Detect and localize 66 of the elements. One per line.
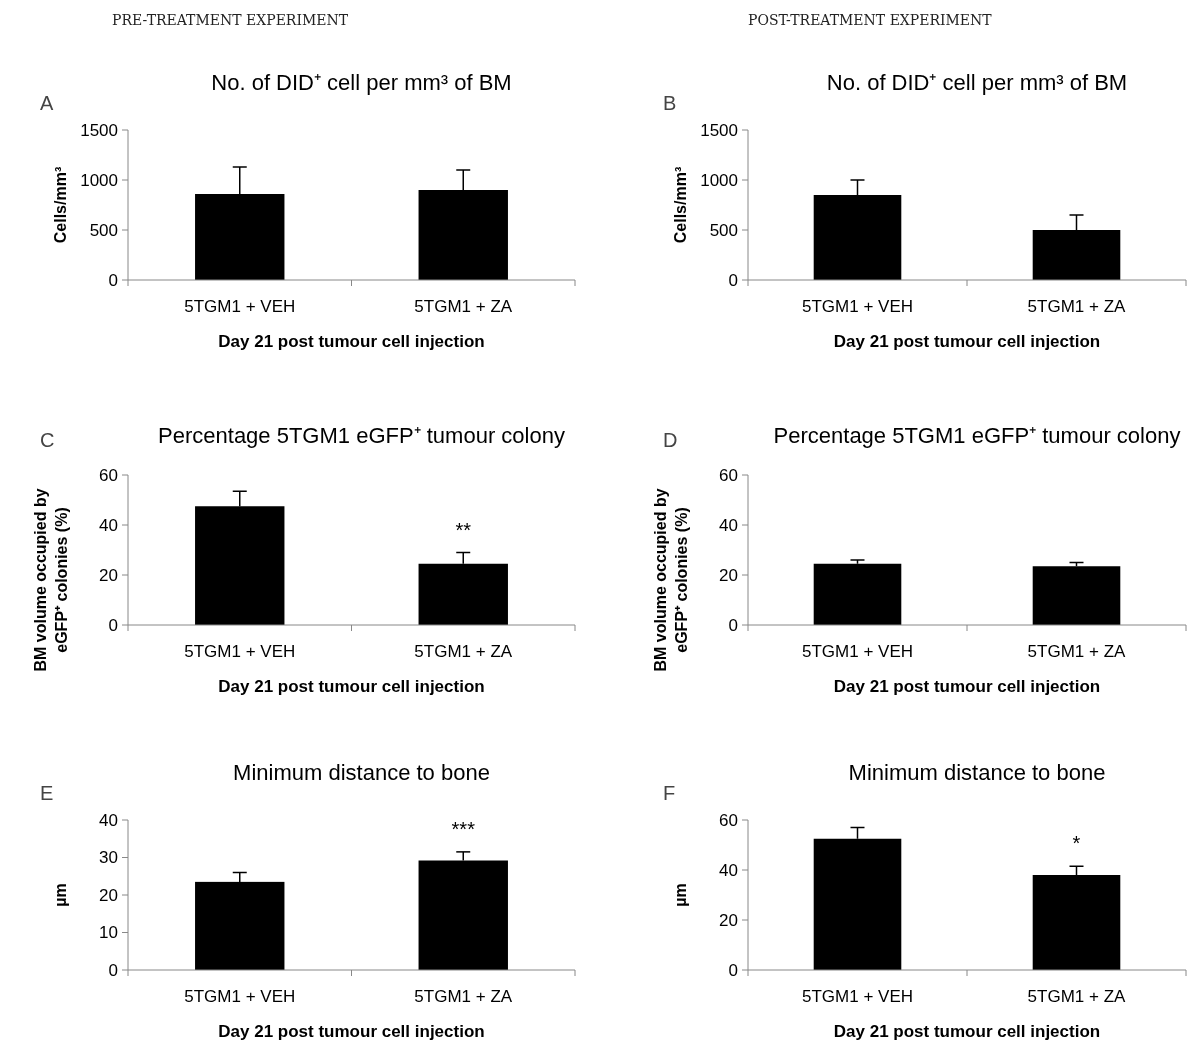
y-tick-label: 20 <box>719 910 738 930</box>
annotation: * <box>1072 832 1081 855</box>
y-tick-label: 1000 <box>80 170 118 190</box>
chart-title: Minimum distance to bone <box>848 760 1106 785</box>
x-axis-title: Day 21 post tumour cell injection <box>833 1022 1101 1041</box>
y-axis-title: µm <box>672 883 689 907</box>
chart-title: Percentage 5TGM1 eGFP⁺ tumour colony <box>773 423 1181 448</box>
x-axis-title: Day 21 post tumour cell injection <box>833 332 1101 351</box>
y-tick-label: 30 <box>99 848 118 868</box>
y-axis-title: BM volume occupied by eGFP⁺ colonies (%) <box>652 488 690 672</box>
y-tick-label: 40 <box>719 860 738 880</box>
chart-title: Percentage 5TGM1 eGFP⁺ tumour colony <box>158 423 565 448</box>
x-axis-title: Day 21 post tumour cell injection <box>218 332 485 351</box>
text: F <box>663 782 676 804</box>
annotation: ** <box>455 518 472 541</box>
text: B <box>663 92 677 114</box>
text: A <box>40 92 54 114</box>
x-tick-label: 5TGM1 + ZA <box>1027 642 1127 661</box>
y-tick-label: 20 <box>99 885 118 905</box>
y-tick-label: 40 <box>719 515 738 535</box>
text: POST-TREATMENT EXPERIMENT <box>748 12 993 28</box>
chart-title: No. of DID⁺ cell per mm³ of BM <box>826 70 1128 95</box>
text: C <box>40 429 55 451</box>
x-tick-label: 5TGM1 + VEH <box>184 642 296 661</box>
annotation: *** <box>451 817 476 840</box>
x-tick-label: 5TGM1 + ZA <box>414 297 513 316</box>
y-tick-label: 1500 <box>700 120 738 140</box>
x-tick-label: 5TGM1 + ZA <box>1027 987 1127 1006</box>
y-tick-label: 0 <box>108 960 118 980</box>
x-tick-label: 5TGM1 + VEH <box>184 987 296 1006</box>
y-tick-label: 500 <box>89 220 118 240</box>
y-tick-label: 20 <box>99 565 118 585</box>
y-tick-label: 40 <box>99 810 118 830</box>
y-tick-label: 0 <box>728 270 738 290</box>
y-tick-label: 40 <box>99 515 118 535</box>
text: PRE-TREATMENT EXPERIMENT <box>112 12 349 28</box>
y-tick-label: 0 <box>728 615 738 635</box>
y-tick-label: 60 <box>719 810 738 830</box>
y-tick-label: 0 <box>728 960 738 980</box>
x-tick-label: 5TGM1 + VEH <box>184 297 296 316</box>
y-tick-label: 20 <box>719 565 738 585</box>
x-axis-title: Day 21 post tumour cell injection <box>218 677 485 696</box>
y-axis-title: µm <box>52 883 69 907</box>
y-tick-label: 1500 <box>80 120 118 140</box>
x-tick-label: 5TGM1 + VEH <box>801 642 914 661</box>
y-tick-label: 60 <box>719 465 738 485</box>
y-tick-label: 500 <box>709 220 738 240</box>
text: E <box>40 782 54 804</box>
chart-title: No. of DID⁺ cell per mm³ of BM <box>211 70 512 95</box>
x-axis-title: Day 21 post tumour cell injection <box>833 677 1101 696</box>
x-tick-label: 5TGM1 + ZA <box>414 987 513 1006</box>
x-tick-label: 5TGM1 + VEH <box>801 987 914 1006</box>
x-tick-label: 5TGM1 + ZA <box>1027 297 1127 316</box>
y-tick-label: 0 <box>108 270 118 290</box>
x-tick-label: 5TGM1 + VEH <box>801 297 914 316</box>
chart-title: Minimum distance to bone <box>233 760 490 785</box>
y-tick-label: 10 <box>99 923 118 943</box>
x-tick-label: 5TGM1 + ZA <box>414 642 513 661</box>
y-tick-label: 60 <box>99 465 118 485</box>
y-tick-label: 1000 <box>700 170 738 190</box>
x-axis-title: Day 21 post tumour cell injection <box>218 1022 485 1041</box>
text: D <box>663 429 678 451</box>
y-axis-title: BM volume occupied by eGFP⁺ colonies (%) <box>32 488 70 672</box>
y-axis-title: Cells/mm³ <box>52 166 69 244</box>
y-tick-label: 0 <box>108 615 118 635</box>
y-axis-title: Cells/mm³ <box>672 166 689 244</box>
